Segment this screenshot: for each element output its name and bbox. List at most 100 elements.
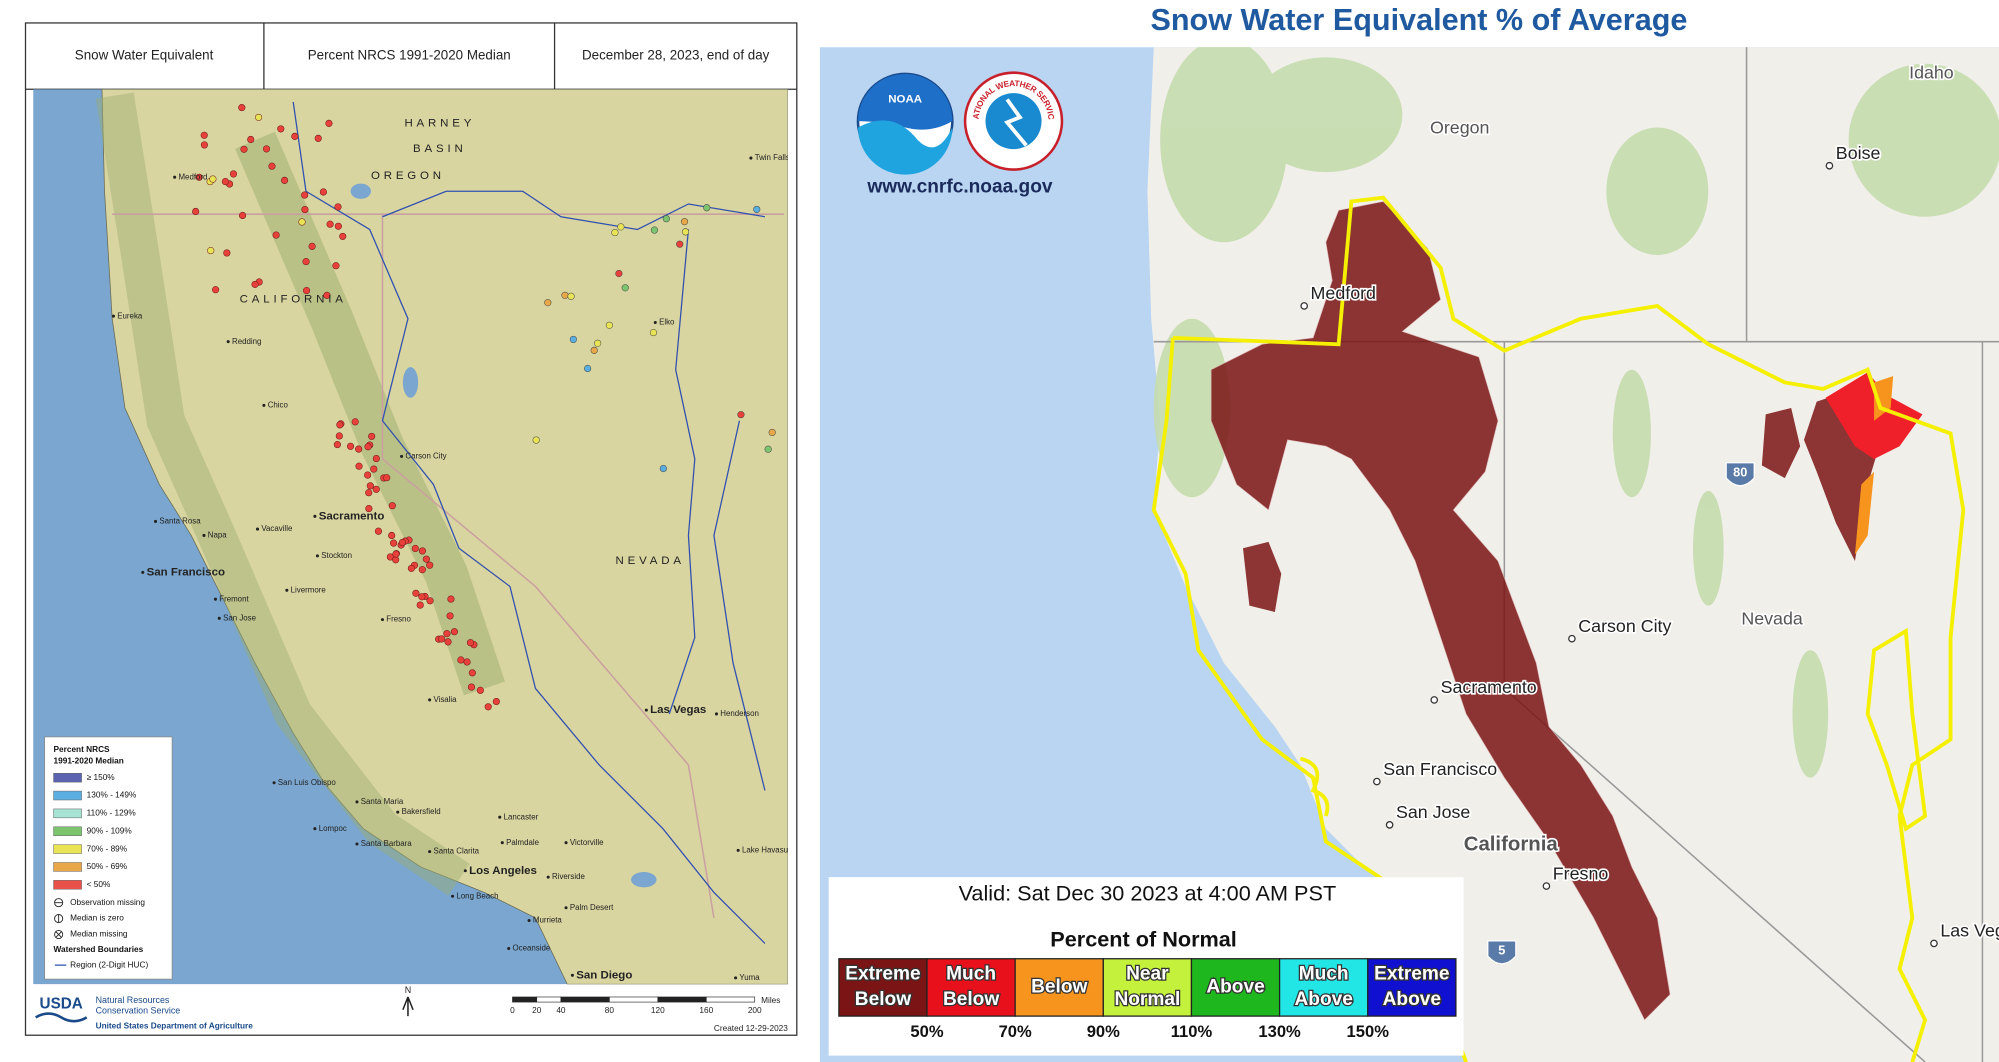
threshold-label: 70%: [999, 1022, 1032, 1041]
legend-swatch: [926, 958, 1016, 1017]
road-shield: [1725, 462, 1755, 487]
station-dot: [291, 132, 299, 140]
station-dot: [416, 601, 424, 609]
station-dot: [374, 527, 383, 535]
station-dot: [301, 205, 309, 214]
station-dot: [392, 550, 400, 558]
station-dot: [681, 228, 690, 236]
station-dot: [532, 436, 540, 444]
city-dot: [527, 918, 531, 923]
station-dot: [333, 441, 341, 449]
city-label: Sacramento: [1441, 677, 1537, 697]
station-dot: [426, 597, 434, 605]
city-dot: [564, 906, 568, 910]
station-dot: [617, 223, 625, 231]
station-dot: [325, 119, 333, 127]
road-shield: [1487, 940, 1517, 965]
city-label: Twin Falls: [755, 153, 790, 162]
legend-title: 1991-2020 Median: [54, 756, 124, 765]
city-dot: [313, 514, 317, 518]
station-dot: [390, 539, 398, 547]
station-dot: [412, 589, 420, 597]
region-boundary: [1151, 195, 1966, 1062]
city-dot: [255, 527, 260, 531]
city-label: Sacramento: [319, 510, 385, 522]
city-dot: [1373, 777, 1381, 786]
region-label: OREGON: [371, 170, 445, 182]
forest-patch: [1606, 127, 1709, 255]
city-dot: [1568, 634, 1576, 643]
station-dot: [418, 547, 427, 555]
city-dot: [202, 533, 206, 537]
city-label: Santa Clarita: [433, 847, 479, 856]
city-label: San Jose: [223, 613, 257, 622]
station-dot: [411, 544, 419, 553]
station-dot: [332, 262, 340, 270]
station-dot: [207, 247, 215, 255]
legend-label: 70% - 89%: [87, 844, 128, 853]
lake: [350, 183, 371, 199]
station-dot: [209, 175, 217, 183]
city-dot: [173, 175, 177, 179]
north-arrow: [402, 996, 414, 1017]
scale-segment: [609, 996, 659, 1003]
station-dot: [247, 135, 255, 144]
scale-tick-label: 20: [532, 1006, 542, 1015]
city-dot: [498, 815, 502, 819]
chart-title: Snow Water Equivalent % of Average: [1150, 3, 1687, 37]
forest-patch: [1792, 650, 1829, 778]
station-dot: [544, 299, 552, 307]
station-dot: [368, 432, 376, 440]
city-label: Victorville: [570, 838, 604, 847]
valid-time: Valid: Sat Dec 30 2023 at 4:00 AM PST: [959, 881, 1337, 906]
extreme-below-region: [1210, 201, 1671, 1021]
station-dot: [567, 292, 575, 300]
region-label: HARNEY: [404, 118, 475, 130]
city-label: Chico: [268, 401, 289, 410]
station-dot: [346, 442, 355, 450]
city-label: Santa Barbara: [361, 839, 412, 848]
legend-label: Below: [1031, 976, 1087, 997]
north-label: N: [405, 985, 411, 995]
station-dot: [418, 593, 426, 601]
station-dot: [192, 207, 200, 216]
city-label: Livermore: [291, 585, 327, 594]
station-dot: [314, 134, 322, 142]
city-dot: [380, 618, 384, 622]
city-dot: [315, 554, 319, 558]
legend-label: Extreme: [845, 964, 920, 985]
threshold-label: 130%: [1258, 1022, 1301, 1041]
city-label: Henderson: [720, 709, 759, 718]
station-dot: [476, 686, 484, 694]
extreme-below-region: [1243, 541, 1282, 612]
station-dot: [492, 697, 500, 706]
legend: Valid: Sat Dec 30 2023 at 4:00 AM PST Per…: [828, 877, 1464, 1056]
station-dot: [484, 703, 492, 711]
region-boundary: [1299, 756, 1330, 817]
station-dot: [468, 669, 476, 677]
scale-tick-label: 160: [699, 1006, 713, 1015]
scale-tick-label: 0: [510, 1006, 515, 1015]
city-label: Carson City: [405, 452, 446, 461]
scale-unit: Miles: [761, 996, 780, 1005]
station-dot: [443, 630, 451, 638]
legend-title: Percent NRCS: [54, 745, 111, 754]
station-dot: [238, 104, 246, 112]
legend-subtitle: Watershed Boundaries: [54, 945, 144, 954]
scale-segment: [560, 996, 610, 1003]
region-boundary: [1865, 627, 1928, 832]
station-dot: [355, 462, 363, 470]
station-dot: [444, 638, 452, 646]
legend-label: 50% - 69%: [87, 862, 128, 871]
station-dot: [319, 188, 327, 196]
city-dot: [570, 973, 574, 977]
legend: Percent NRCS 1991-2020 Median ≥ 150% 130% -…: [44, 736, 173, 980]
city-label: Oceanside: [512, 944, 550, 953]
city-label: Boise: [1836, 143, 1881, 163]
legend-label: Much: [1299, 964, 1349, 985]
station-dot: [239, 211, 247, 220]
city-dot: [644, 708, 648, 712]
forest: [1153, 47, 1999, 778]
map-labels: HARNEY BASIN OREGON CALIFORNIA NEVADA Medford…: [111, 118, 790, 982]
